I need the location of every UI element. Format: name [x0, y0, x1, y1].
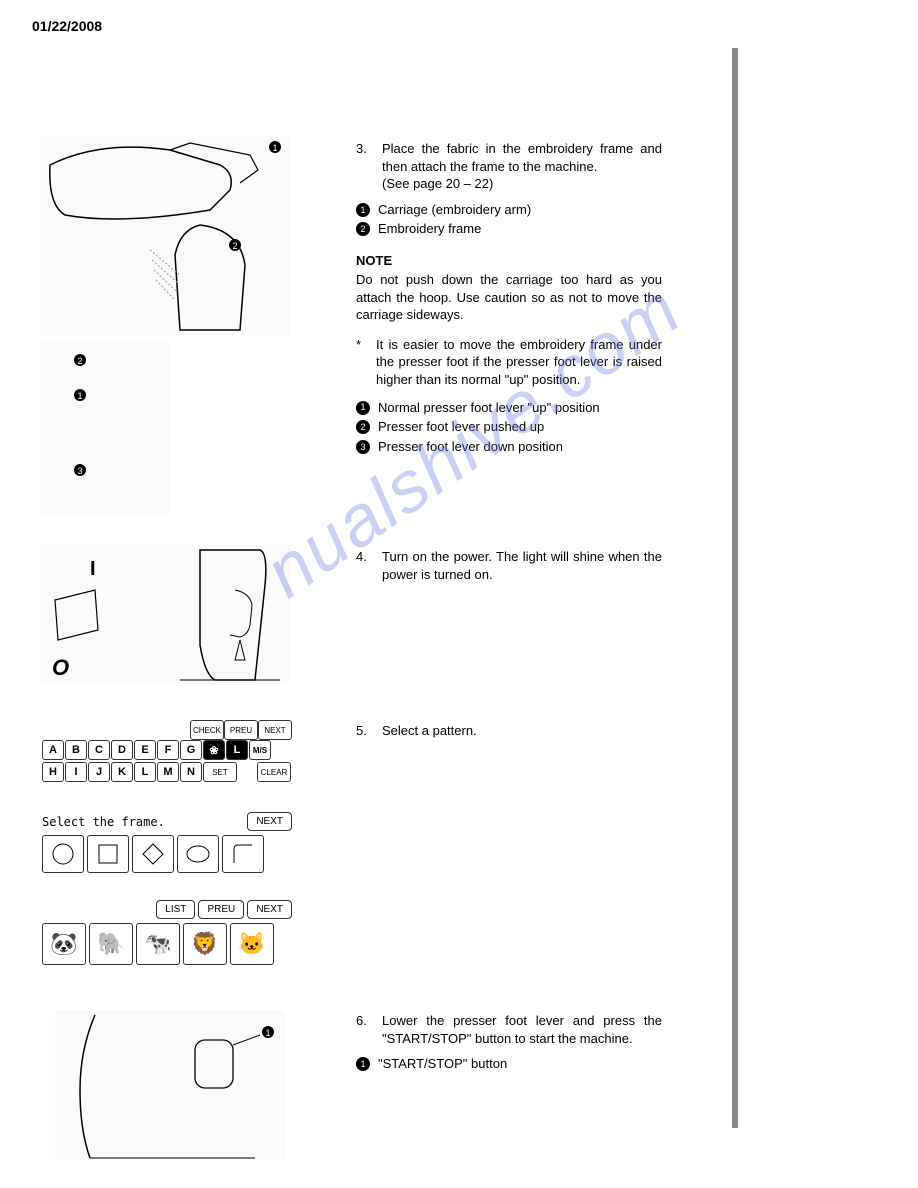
tip-text: It is easier to move the embroidery fram…	[376, 336, 662, 389]
illustration-power-switch: I O	[40, 545, 290, 685]
set-key: SET	[203, 762, 237, 782]
letter-key: G	[180, 740, 202, 760]
letter-key: ❀	[203, 740, 225, 760]
next-button: NEXT	[247, 812, 292, 831]
letter-key: L	[226, 740, 248, 760]
lcd-animal-panel: LIST PREU NEXT 🐼 🐘 🐄 🦁 🐱	[42, 900, 292, 965]
next-button: NEXT	[247, 900, 292, 919]
step-text: Select a pattern.	[382, 722, 662, 740]
legend-text: Normal presser foot lever "up" position	[378, 399, 600, 417]
prev-key: PREU	[224, 720, 258, 740]
clear-key: CLEAR	[257, 762, 291, 782]
svg-text:1: 1	[77, 391, 82, 401]
next-key: NEXT	[258, 720, 292, 740]
animal-pattern: 🐄	[136, 923, 180, 965]
step-6-block: 6. Lower the presser foot lever and pres…	[356, 1012, 662, 1075]
check-key: CHECK	[190, 720, 224, 740]
step-3-block: 3. Place the fabric in the embroidery fr…	[356, 140, 662, 457]
letter-key: N	[180, 762, 202, 782]
step-4-block: 4. Turn on the power. The light will shi…	[356, 548, 662, 589]
page-edge-shadow	[732, 48, 738, 1128]
letter-key: C	[88, 740, 110, 760]
note-heading: NOTE	[356, 252, 662, 270]
svg-text:O: O	[52, 655, 69, 680]
letter-key: D	[111, 740, 133, 760]
legend-text: Presser foot lever pushed up	[378, 418, 544, 436]
frame-shape	[42, 835, 84, 873]
svg-text:I: I	[90, 558, 96, 580]
step-ref: (See page 20 – 22)	[382, 176, 493, 191]
step-text: Lower the presser foot lever and press t…	[382, 1012, 662, 1047]
letter-key: J	[88, 762, 110, 782]
legend-text: Presser foot lever down position	[378, 438, 563, 456]
step-number: 3.	[356, 140, 372, 193]
animal-pattern: 🐼	[42, 923, 86, 965]
animal-pattern: 🦁	[183, 923, 227, 965]
frame-shape	[177, 835, 219, 873]
letter-key: A	[42, 740, 64, 760]
svg-text:2: 2	[77, 356, 82, 366]
letter-key: M	[157, 762, 179, 782]
lcd-letter-panel: CHECKPREUNEXT A B C D E F G ❀ L M/S H I …	[42, 720, 292, 784]
lcd-frame-panel: Select the frame. NEXT	[42, 812, 292, 873]
frame-shape	[132, 835, 174, 873]
letter-key: B	[65, 740, 87, 760]
note-body: Do not push down the carriage too hard a…	[356, 271, 662, 324]
svg-text:2: 2	[232, 241, 237, 251]
legend-text: Embroidery frame	[378, 220, 481, 238]
step-text: Turn on the power. The light will shine …	[382, 548, 662, 583]
animal-pattern: 🐱	[230, 923, 274, 965]
animal-pattern: 🐘	[89, 923, 133, 965]
asterisk-mark: *	[356, 336, 364, 389]
step-number: 6.	[356, 1012, 372, 1047]
step-text: Place the fabric in the embroidery frame…	[382, 141, 662, 174]
svg-text:3: 3	[77, 466, 82, 476]
step-number: 4.	[356, 548, 372, 583]
legend-text: Carriage (embroidery arm)	[378, 201, 531, 219]
legend-text: "START/STOP" button	[378, 1055, 507, 1073]
letter-key: M/S	[249, 740, 271, 760]
frame-shape	[222, 835, 264, 873]
letter-key: H	[42, 762, 64, 782]
date-stamp: 01/22/2008	[32, 18, 102, 34]
prev-button: PREU	[198, 900, 244, 919]
legend-num: 1	[356, 1057, 370, 1071]
illustration-carriage-hoop: 1 2	[40, 135, 290, 335]
svg-text:1: 1	[265, 1028, 270, 1038]
step-number: 5.	[356, 722, 372, 740]
illustration-start-stop: 1	[55, 1010, 285, 1160]
frame-shape	[87, 835, 129, 873]
step-5-block: 5. Select a pattern.	[356, 722, 662, 746]
legend-num: 2	[356, 222, 370, 236]
legend-num: 3	[356, 440, 370, 454]
letter-key: I	[65, 762, 87, 782]
legend-num: 2	[356, 420, 370, 434]
letter-key: K	[111, 762, 133, 782]
legend-num: 1	[356, 203, 370, 217]
select-frame-label: Select the frame.	[42, 815, 165, 829]
legend-num: 1	[356, 401, 370, 415]
illustration-lever-positions: 2 1 3	[40, 340, 170, 515]
letter-key: L	[134, 762, 156, 782]
list-button: LIST	[156, 900, 195, 919]
svg-text:1: 1	[272, 143, 277, 153]
letter-key: E	[134, 740, 156, 760]
letter-key: F	[157, 740, 179, 760]
